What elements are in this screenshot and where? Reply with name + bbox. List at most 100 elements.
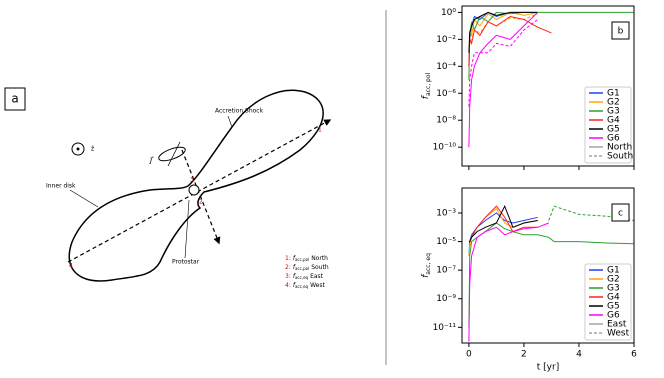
legend-dir: North [311, 255, 328, 262]
legend-sub: acc,eq [295, 284, 309, 289]
legend-label: South [607, 152, 633, 162]
series-line [468, 204, 538, 243]
y-tick-label: 10⁻⁹ [436, 294, 456, 304]
panel-tag-box [611, 21, 630, 40]
panel-tag-box [611, 203, 630, 222]
legend-box [584, 86, 632, 164]
y-tick-label: 10⁰ [441, 8, 456, 18]
label: Inner disk [46, 183, 76, 190]
legend-dir: South [311, 264, 329, 271]
legend-dir: East [310, 273, 324, 280]
series-line [468, 11, 634, 80]
legend-label: G4 [607, 116, 620, 126]
legend-label: G5 [607, 125, 620, 135]
number: 3 [190, 177, 194, 184]
legend-num: 1: [285, 255, 291, 262]
legend-item: 2: facc,pol South [285, 264, 329, 272]
series-line [468, 212, 538, 256]
leader [227, 115, 233, 128]
number: 1 [318, 127, 322, 134]
y-tick-label: 10⁻⁸ [436, 116, 456, 126]
x-axis-label: t [yr] [537, 363, 559, 373]
series-line [468, 11, 538, 67]
y-label-symbol: f [421, 273, 431, 278]
y-tick-label: 10⁻⁶ [436, 89, 456, 99]
label: Accretion Shock [215, 108, 264, 115]
z-dot [76, 147, 80, 151]
series-line [468, 19, 539, 107]
plot-frame [461, 187, 635, 344]
plot-frame [461, 5, 635, 167]
legend-label: G3 [607, 284, 620, 294]
spin-ellipse [158, 146, 186, 162]
number: 4 [69, 263, 73, 270]
disk-outline [68, 89, 324, 282]
legend-num: 2: [285, 264, 291, 271]
legend-label: G6 [607, 134, 620, 144]
x-tick-label: 0 [466, 350, 472, 360]
y-tick-label: 10⁻⁴ [436, 62, 456, 72]
legend-box [584, 263, 632, 341]
series-line [468, 11, 538, 53]
legend-label: G1 [607, 89, 620, 99]
y-tick-label: 10⁻¹⁰ [433, 143, 457, 153]
x-tick-label: 4 [576, 350, 582, 360]
eq-axis [181, 149, 221, 245]
y-tick-label: 10⁻² [436, 35, 456, 45]
label: Protostar [172, 259, 200, 266]
legend-sub: acc,pol [295, 266, 309, 271]
legend-item: 1: facc,pol North [285, 255, 328, 263]
y-label-sub: acc, eq [425, 253, 432, 275]
panel-tag: b [618, 27, 624, 37]
legend-item: 3: facc,eq East [285, 273, 324, 281]
legend-label: G2 [607, 98, 620, 108]
panel-a-box [4, 87, 26, 111]
leader [69, 189, 99, 208]
legend-label: G2 [607, 275, 620, 285]
x-tick-label: 6 [631, 350, 637, 360]
number: 2 [199, 199, 203, 206]
legend-num: 3: [285, 273, 291, 280]
y-label-sub: acc, pol [425, 72, 432, 96]
legend-label: G5 [607, 302, 620, 312]
series-line [468, 11, 538, 53]
legend-symbol: f [293, 282, 296, 289]
legend-label: G3 [607, 107, 620, 117]
spin-axis [167, 141, 181, 167]
y-tick-label: 10⁻³ [436, 208, 456, 218]
protostar-dot [188, 184, 200, 196]
legend-label: East [607, 320, 627, 330]
legend-label: West [607, 329, 630, 339]
series-line [468, 222, 549, 342]
legend-dir: West [310, 282, 325, 289]
legend-symbol: f [293, 264, 296, 271]
z-symbol [71, 142, 85, 156]
legend-label: North [607, 143, 632, 153]
legend-sub: acc,eq [295, 275, 309, 280]
y-tick-label: 10⁻⁷ [436, 266, 456, 276]
y-axis-label: facc, pol [421, 72, 432, 99]
leader [184, 199, 190, 259]
legend-label: G1 [607, 266, 620, 276]
legend-item: 4: facc,eq West [285, 282, 325, 290]
panel-tag: c [618, 209, 623, 219]
legend-sub: acc,pol [295, 257, 309, 262]
legend-symbol: f [293, 255, 296, 262]
y-axis-label: facc, eq [421, 253, 432, 278]
label: j⃗ [149, 156, 154, 165]
panel-a: a Accretion Shock Inner disk Protostar ẑ… [4, 87, 332, 290]
y-tick-label: 10⁻¹¹ [433, 323, 457, 333]
panel-label: a [11, 92, 18, 106]
legend-symbol: f [293, 273, 296, 280]
y-tick-label: 10⁻⁵ [436, 237, 456, 247]
x-tick-label: 2 [521, 350, 527, 360]
legend-label: G4 [607, 293, 620, 303]
series-line [468, 12, 539, 148]
series-line [548, 205, 635, 221]
legend-num: 4: [285, 282, 291, 289]
y-label-symbol: f [421, 94, 431, 99]
legend-label: G6 [607, 311, 620, 321]
